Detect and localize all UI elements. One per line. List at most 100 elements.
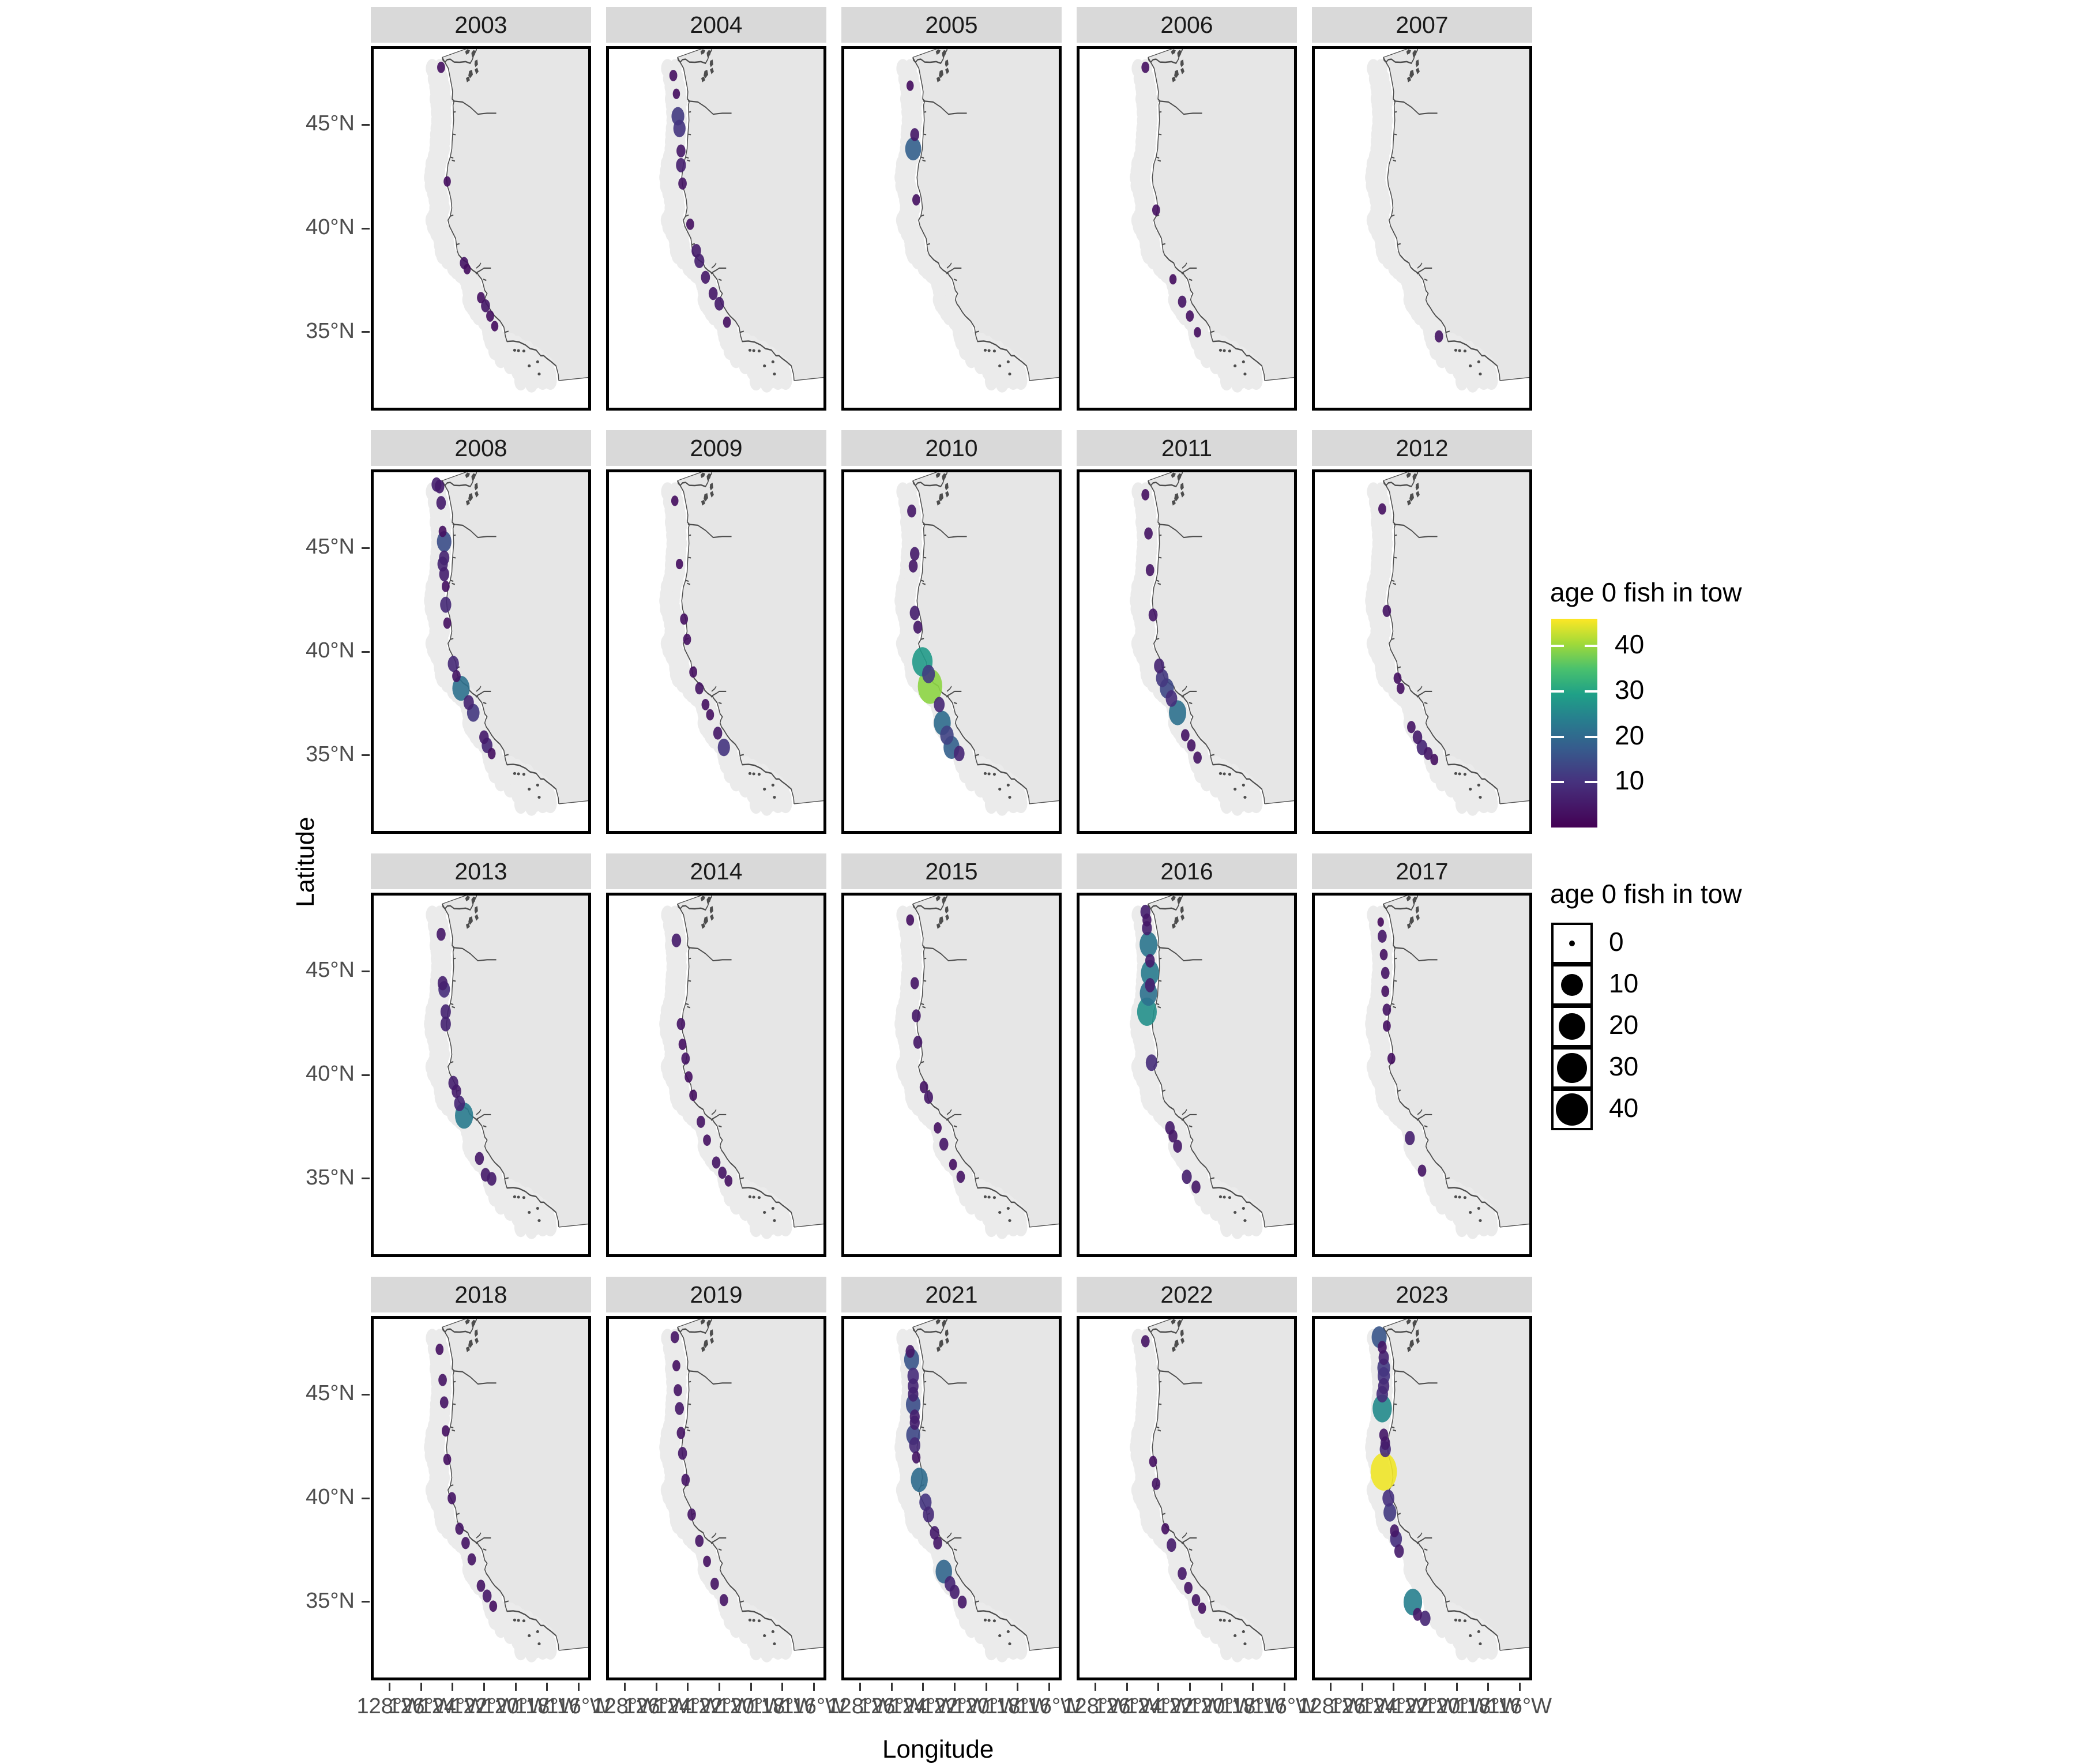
data-point: [440, 1004, 451, 1020]
x-axis-tick-label: 116°W: [1017, 1694, 1081, 1718]
data-point: [922, 664, 935, 683]
x-axis-tick-label: 116°W: [1252, 1694, 1317, 1718]
map-plot-area: [1312, 46, 1532, 411]
data-point: [1169, 700, 1187, 725]
facet-strip-label: 2007: [1312, 7, 1532, 43]
data-point: [712, 1156, 721, 1169]
facet-strip-label: 2011: [1077, 430, 1297, 466]
data-point: [717, 738, 730, 757]
data-point: [908, 1386, 919, 1402]
x-axis-tick: [452, 1683, 454, 1691]
color-legend-tick-label: 20: [1615, 720, 1645, 750]
data-point: [1144, 527, 1153, 540]
size-legend-circle: [1569, 940, 1575, 947]
x-axis-tick: [624, 1683, 626, 1691]
x-axis-tick: [1157, 1683, 1160, 1691]
data-point: [919, 1081, 928, 1093]
y-axis-tick-label: 40°N: [306, 638, 355, 663]
data-point: [1198, 1602, 1206, 1614]
data-point: [681, 1473, 690, 1486]
x-axis-title: Longitude: [882, 1735, 994, 1763]
data-point: [933, 1536, 942, 1550]
x-axis-tick-label: 116°W: [546, 1694, 611, 1718]
facet-panel-2012: 2012: [1312, 430, 1532, 834]
data-point: [671, 495, 679, 506]
data-point: [437, 976, 448, 991]
x-axis-tick: [1095, 1683, 1097, 1691]
x-axis-tick: [1126, 1683, 1128, 1691]
data-point: [912, 1451, 921, 1464]
facet-strip-label: 2022: [1077, 1277, 1297, 1312]
data-point: [669, 70, 678, 81]
y-axis-tick: [362, 331, 370, 333]
data-point: [934, 697, 945, 713]
data-point: [909, 1437, 920, 1454]
facet-panel-2017: 2017: [1312, 853, 1532, 1257]
data-point: [447, 656, 459, 672]
facet-year-text: 2008: [454, 434, 507, 461]
map-plot-area: [606, 46, 826, 411]
data-point: [924, 1090, 933, 1104]
data-point: [476, 1579, 486, 1592]
data-point: [461, 1537, 470, 1549]
map-plot-area: [371, 1316, 591, 1680]
data-point: [1139, 931, 1157, 957]
facet-strip-label: 2008: [371, 430, 591, 466]
x-axis-tick-label: 120°W: [1188, 1694, 1255, 1718]
x-axis-tick-label: 118°W: [514, 1694, 580, 1718]
data-point: [440, 1016, 451, 1032]
facet-panel-2016: 2016: [1077, 853, 1297, 1257]
data-point: [441, 1425, 450, 1437]
facet-strip-label: 2019: [606, 1277, 826, 1312]
facet-strip-label: 2009: [606, 430, 826, 466]
map-plot-area: [1077, 469, 1297, 834]
x-axis-tick: [718, 1683, 720, 1691]
data-point: [1382, 604, 1391, 617]
x-axis-tick: [1456, 1683, 1458, 1691]
data-point: [1413, 1608, 1422, 1621]
data-point: [437, 927, 446, 941]
facet-year-text: 2010: [925, 434, 978, 461]
y-axis-tick-label: 35°N: [306, 742, 355, 766]
data-point: [1173, 1139, 1182, 1153]
y-axis-tick-label: 45°N: [306, 535, 355, 559]
data-point: [913, 1036, 923, 1049]
data-point: [685, 1071, 693, 1083]
data-point: [443, 617, 452, 629]
data-point: [708, 287, 718, 300]
x-axis-tick: [1487, 1683, 1490, 1691]
data-point: [439, 567, 449, 582]
map-plot-area: [1312, 893, 1532, 1257]
data-point: [671, 933, 682, 947]
data-point: [1378, 1350, 1389, 1366]
x-axis-tick: [781, 1683, 784, 1691]
data-point: [434, 479, 445, 494]
color-legend-bar: [1551, 619, 1597, 828]
data-point: [1180, 729, 1190, 742]
data-point: [1396, 682, 1405, 694]
facet-year-text: 2018: [454, 1281, 507, 1308]
map-plot-area: [1077, 46, 1297, 411]
data-point: [713, 727, 723, 740]
data-point: [1434, 330, 1443, 343]
data-point: [437, 61, 445, 73]
y-axis-tick: [362, 650, 370, 653]
x-axis-tick-label: 124°W: [419, 1694, 486, 1718]
color-legend-tick: [1551, 645, 1564, 648]
x-axis-tick: [1252, 1683, 1254, 1691]
data-point: [1381, 966, 1390, 979]
x-axis-tick: [420, 1683, 422, 1691]
facet-panel-2003: 2003: [371, 7, 591, 411]
data-point: [678, 1039, 687, 1050]
data-point: [441, 581, 450, 592]
x-axis-tick-label: 126°W: [388, 1694, 454, 1718]
data-point: [482, 1589, 492, 1603]
color-legend-tick-label: 30: [1615, 674, 1645, 705]
data-point: [907, 504, 916, 518]
y-axis-title: Latitude: [291, 817, 319, 907]
y-axis-tick-label: 45°N: [306, 958, 355, 983]
data-point: [689, 666, 698, 678]
x-axis-tick-label: 122°W: [451, 1694, 517, 1718]
x-axis-tick-label: 124°W: [890, 1694, 957, 1718]
size-legend-label: 0: [1609, 927, 1624, 957]
